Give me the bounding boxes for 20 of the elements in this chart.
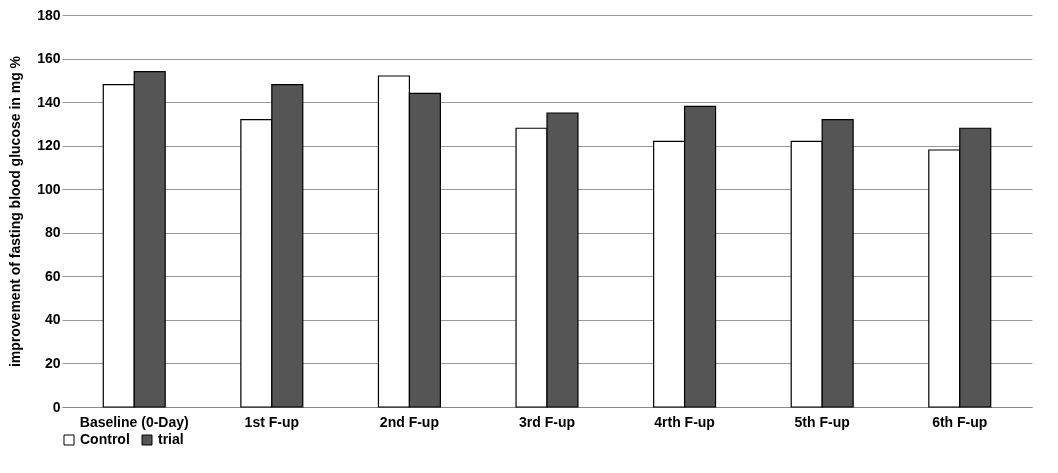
- y-axis-title: improvement of fasting blood glucose in mg %: [7, 55, 24, 368]
- y-tick-label: 20: [44, 354, 61, 371]
- y-tick-label: 60: [44, 267, 61, 284]
- x-tick-label: 1st F-up: [244, 413, 300, 430]
- x-tick-label: 2nd F-up: [379, 413, 439, 430]
- y-tick-label: 140: [37, 93, 61, 110]
- y-tick-label: 40: [44, 311, 61, 328]
- x-tick-label: 4rth F-up: [654, 413, 715, 430]
- y-tick-label: 100: [37, 180, 61, 197]
- x-tick-label: 3rd F-up: [519, 413, 575, 430]
- legend-label: Control: [80, 431, 130, 447]
- x-tick-label: 6th F-up: [932, 413, 988, 430]
- x-tick-label: Baseline (0-Day): [79, 413, 189, 430]
- x-tick-label: 5th F-up: [794, 413, 850, 430]
- y-tick-label: 80: [44, 224, 61, 241]
- y-tick-label: 160: [37, 50, 61, 67]
- y-tick-label: 120: [37, 137, 61, 154]
- y-tick-label: 180: [37, 6, 61, 23]
- legend-label: trial: [158, 431, 184, 447]
- y-tick-label: 0: [52, 398, 61, 415]
